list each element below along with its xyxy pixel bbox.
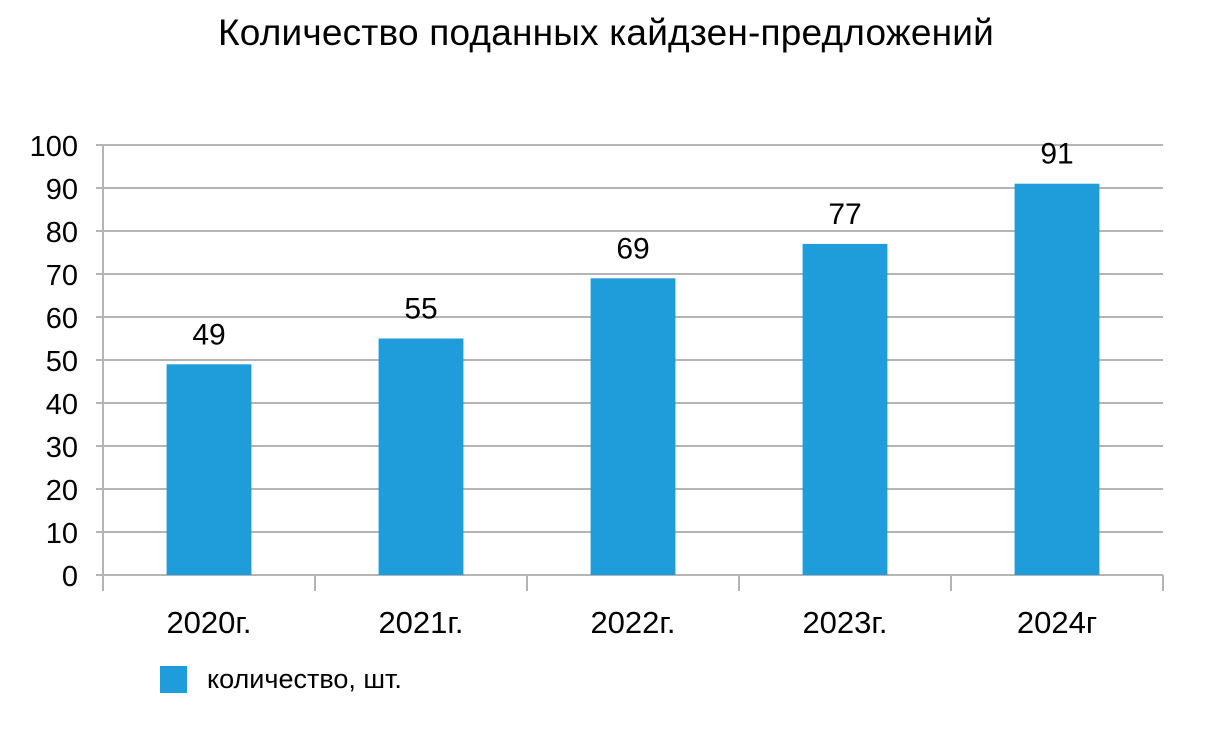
bar [1014, 183, 1100, 575]
y-axis-tick-labels: 0 10 20 30 40 50 60 70 80 90 100 [30, 131, 78, 593]
chart-title: Количество поданных кайдзен-предложений [218, 12, 994, 53]
bar [802, 243, 888, 575]
y-tick-label: 50 [46, 346, 78, 378]
data-label: 91 [1040, 138, 1073, 171]
y-tick-label: 10 [46, 518, 78, 550]
y-tick-label: 0 [62, 561, 78, 593]
x-tick-label: 2021г. [378, 605, 463, 640]
data-label: 77 [828, 198, 861, 231]
legend: количество, шт. [160, 664, 402, 695]
bars [166, 183, 1100, 575]
bar [378, 338, 464, 575]
data-label: 49 [192, 318, 225, 351]
y-tick-label: 90 [46, 174, 78, 206]
y-tick-label: 40 [46, 389, 78, 421]
x-tick-label: 2020г. [166, 605, 251, 640]
x-tick-label: 2022г. [590, 605, 675, 640]
x-axis-tick-labels: 2020г. 2021г. 2022г. 2023г. 2024г [166, 605, 1097, 640]
legend-swatch [160, 666, 187, 693]
y-tick-label: 20 [46, 475, 78, 507]
bar [590, 278, 676, 575]
x-tick-label: 2023г. [802, 605, 887, 640]
data-label: 69 [616, 232, 649, 265]
bar [166, 364, 252, 575]
legend-label: количество, шт. [207, 664, 402, 694]
y-tick-label: 80 [46, 217, 78, 249]
y-tick-label: 100 [30, 131, 78, 163]
data-label: 55 [404, 293, 437, 326]
y-tick-label: 70 [46, 260, 78, 292]
data-labels: 49 55 69 77 91 [192, 138, 1073, 352]
x-tick-label: 2024г [1017, 605, 1097, 640]
y-tick-label: 60 [46, 303, 78, 335]
y-tick-label: 30 [46, 432, 78, 464]
